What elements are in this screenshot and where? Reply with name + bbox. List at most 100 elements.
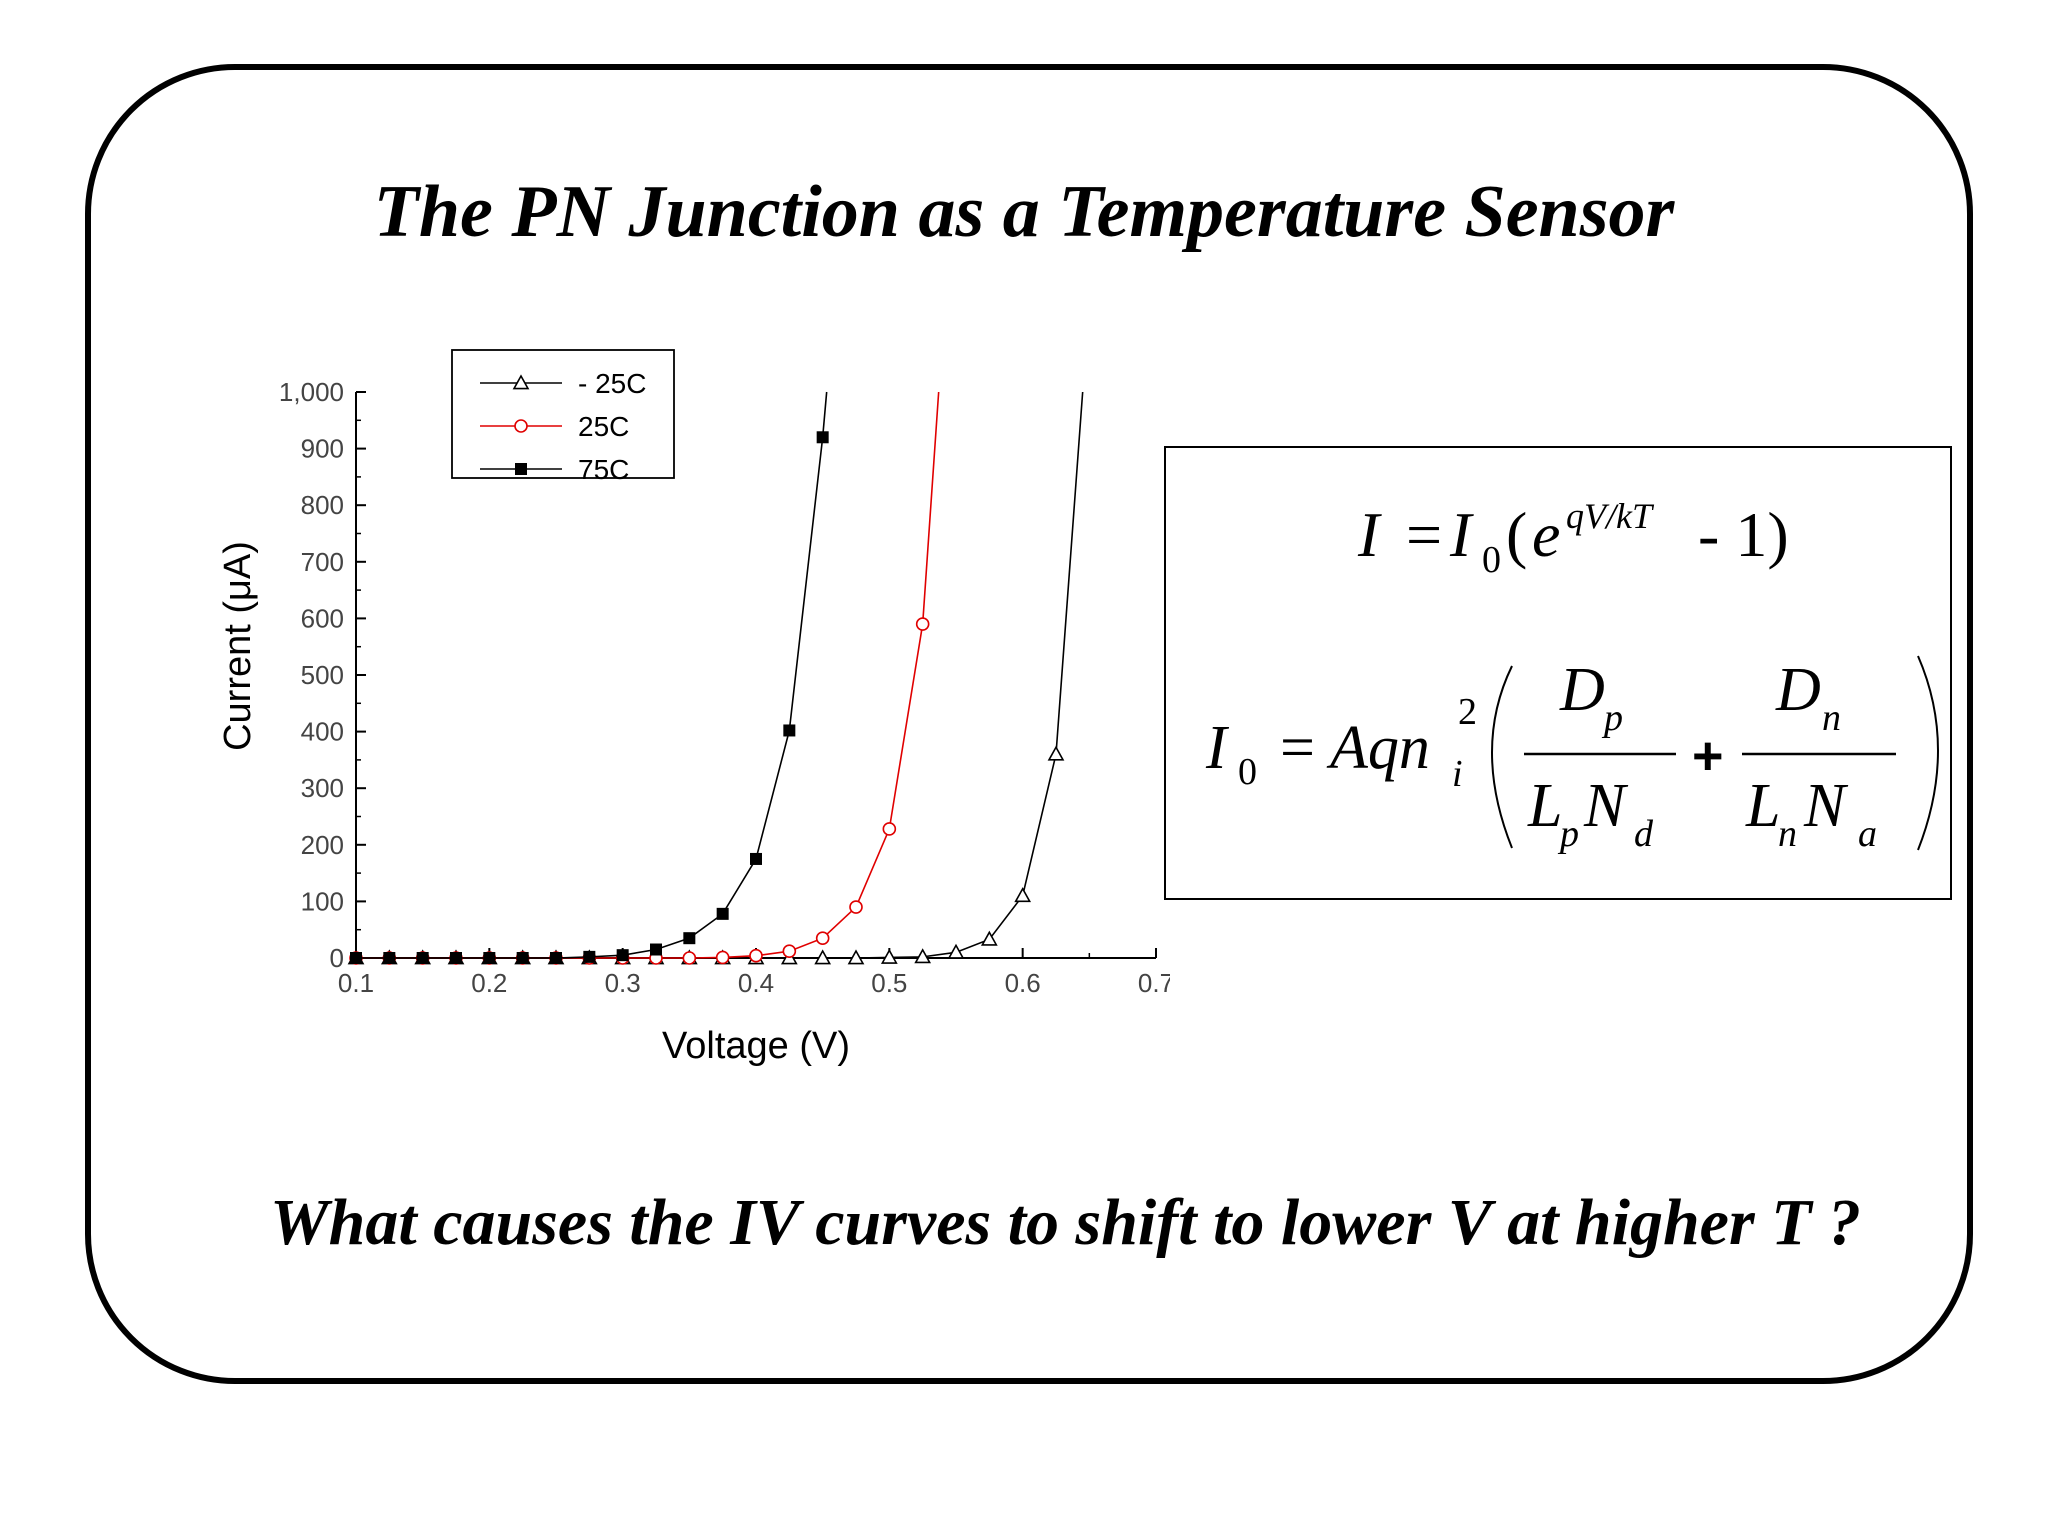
chart-series bbox=[347, 391, 1084, 965]
data-point bbox=[583, 950, 596, 963]
frac1-lp-sub: p bbox=[1557, 813, 1579, 855]
eq1-lhs: I bbox=[1357, 499, 1382, 570]
eq1-i0: I bbox=[1449, 499, 1474, 570]
y-tick-label: 0 bbox=[330, 943, 344, 973]
series-2 bbox=[350, 391, 829, 964]
y-tick-label: 100 bbox=[301, 886, 344, 916]
saturation-current-equation: I 0 = Aqn i 2 D p L p N d + D n L n N bbox=[1205, 655, 1939, 855]
series-line bbox=[356, 391, 828, 959]
data-point bbox=[847, 949, 865, 965]
y-tick-label: 300 bbox=[301, 773, 344, 803]
x-tick-label: 0.3 bbox=[605, 968, 641, 998]
legend-label: 75C bbox=[578, 454, 629, 485]
frac1-dp-sub: p bbox=[1601, 697, 1623, 739]
data-point bbox=[514, 419, 528, 433]
x-tick-label: 0.5 bbox=[871, 968, 907, 998]
data-point bbox=[550, 952, 562, 964]
y-tick-label: 400 bbox=[301, 717, 344, 747]
x-axis-label: Voltage (V) bbox=[662, 1025, 850, 1067]
y-tick-label: 800 bbox=[301, 490, 344, 520]
data-point bbox=[880, 948, 898, 964]
eq2-aqn: Aqn bbox=[1326, 714, 1430, 782]
data-point bbox=[783, 724, 796, 737]
frac1-dp: D bbox=[1559, 656, 1605, 724]
data-point bbox=[815, 931, 830, 945]
eq1-base: e bbox=[1532, 499, 1560, 570]
data-point bbox=[383, 952, 396, 964]
equation-box: I = I 0 ( e qV/kT - 1) I 0 = Aqn i 2 D p… bbox=[1164, 446, 1952, 900]
y-tick-label: 500 bbox=[301, 660, 344, 690]
frac1-nd: N bbox=[1583, 772, 1629, 840]
data-point bbox=[716, 907, 729, 920]
y-tick-label: 900 bbox=[301, 434, 344, 464]
data-point bbox=[512, 374, 530, 390]
legend-label: 25C bbox=[578, 411, 629, 442]
slide-question: What causes the IV curves to shift to lo… bbox=[270, 1186, 1861, 1259]
data-point bbox=[816, 431, 829, 444]
frac1-lp: L bbox=[1527, 772, 1562, 840]
eq2-ni-sup: 2 bbox=[1458, 691, 1477, 733]
eq1-exponent: qV/kT bbox=[1566, 496, 1655, 536]
left-big-paren bbox=[1491, 665, 1513, 849]
data-point bbox=[947, 943, 965, 959]
y-tick-label: 200 bbox=[301, 830, 344, 860]
iv-chart: 0.1 0.2 0.3 0.4 0.5 0.6 0.7 0 100 200 300 400 500 600… bbox=[217, 349, 1170, 1067]
data-point bbox=[450, 952, 462, 964]
eq1-minus-one: - 1) bbox=[1698, 499, 1789, 570]
eq2-ni-sub: i bbox=[1452, 753, 1463, 795]
eq2-lhs-sub: 0 bbox=[1238, 751, 1257, 793]
slide-title: The PN Junction as a Temperature Sensor bbox=[373, 171, 1675, 253]
eq2-equals: = bbox=[1280, 714, 1315, 782]
x-tick-label: 0.1 bbox=[338, 968, 374, 998]
frac2-dn: D bbox=[1775, 656, 1821, 724]
data-point bbox=[750, 852, 762, 865]
eq1-i0-sub: 0 bbox=[1482, 539, 1501, 581]
data-point bbox=[782, 944, 797, 959]
legend-box bbox=[451, 349, 675, 479]
data-point bbox=[814, 949, 832, 965]
data-point bbox=[650, 943, 662, 956]
eq1-open-paren: ( bbox=[1506, 499, 1527, 570]
chart-axes: 0.1 0.2 0.3 0.4 0.5 0.6 0.7 0 100 200 300 400 500 600… bbox=[279, 377, 1170, 998]
data-point bbox=[483, 952, 496, 964]
data-point bbox=[515, 463, 527, 475]
equation-svg: I = I 0 ( e qV/kT - 1) I 0 = Aqn i 2 D p… bbox=[1205, 496, 1939, 855]
x-tick-label: 0.4 bbox=[738, 968, 774, 998]
right-big-paren bbox=[1917, 655, 1939, 851]
data-point bbox=[1014, 887, 1032, 903]
data-point bbox=[416, 952, 429, 964]
data-point bbox=[715, 950, 730, 965]
y-axis-label: Current (μA) bbox=[217, 541, 259, 751]
data-point bbox=[1047, 745, 1065, 761]
data-point bbox=[682, 951, 697, 965]
y-tick-label: 600 bbox=[301, 603, 344, 633]
plus-sign: + bbox=[1692, 726, 1724, 786]
x-tick-label: 0.2 bbox=[471, 968, 507, 998]
data-point bbox=[749, 948, 763, 963]
data-point bbox=[516, 952, 529, 964]
frac2-dn-sub: n bbox=[1822, 697, 1841, 739]
chart-legend: - 25C 25C 75C bbox=[451, 349, 675, 485]
frac2-ln: L bbox=[1745, 772, 1780, 840]
x-tick-label: 0.6 bbox=[1005, 968, 1041, 998]
y-tick-label: 1,000 bbox=[279, 377, 344, 407]
frac2-na-sub: a bbox=[1858, 813, 1877, 855]
legend-label: - 25C bbox=[578, 368, 646, 399]
slide-frame bbox=[85, 64, 1973, 1384]
data-point bbox=[915, 617, 930, 631]
data-point bbox=[683, 932, 696, 945]
data-point bbox=[616, 949, 629, 962]
eq1-equals: = bbox=[1406, 499, 1442, 570]
eq2-lhs: I bbox=[1205, 714, 1230, 782]
y-tick-label: 700 bbox=[301, 547, 344, 577]
frac2-ln-sub: n bbox=[1778, 813, 1797, 855]
data-point bbox=[350, 952, 362, 964]
diode-equation: I = I 0 ( e qV/kT - 1) bbox=[1357, 496, 1789, 581]
data-point bbox=[980, 930, 998, 946]
x-tick-label: 0.7 bbox=[1138, 968, 1170, 998]
data-point bbox=[914, 948, 932, 964]
data-point bbox=[849, 900, 863, 914]
data-point bbox=[882, 822, 897, 836]
frac2-na: N bbox=[1803, 772, 1849, 840]
frac1-nd-sub: d bbox=[1634, 813, 1654, 855]
